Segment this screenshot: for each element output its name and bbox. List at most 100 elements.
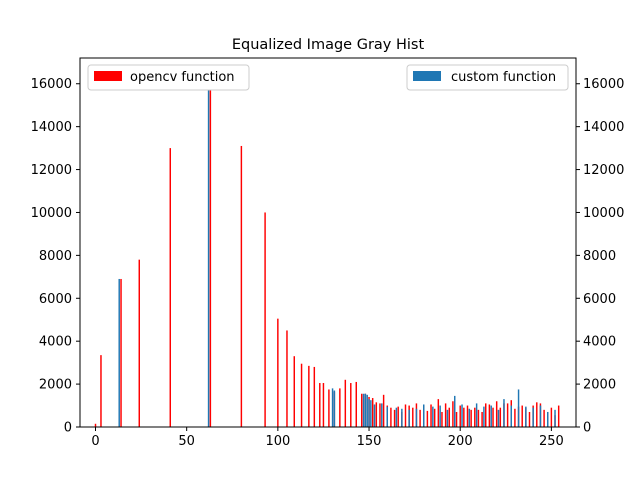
custom-bar — [362, 393, 365, 427]
custom-bar — [475, 403, 478, 427]
custom-bar — [468, 408, 471, 427]
y-tick-label-right: 14000 — [583, 120, 624, 135]
opencv-bar — [557, 405, 560, 427]
y-tick-label-left: 12000 — [31, 163, 72, 178]
y-tick-label-left: 4000 — [39, 335, 72, 350]
opencv-bar — [437, 399, 440, 427]
opencv-bar — [444, 403, 447, 427]
legend-opencv-swatch — [94, 71, 122, 81]
y-tick-label-left: 16000 — [31, 77, 72, 92]
opencv-bar — [344, 379, 347, 427]
chart-title: Equalized Image Gray Hist — [232, 37, 425, 53]
x-tick-label: 150 — [357, 434, 382, 449]
legend-opencv-box — [87, 64, 250, 91]
legend-custom-swatch — [413, 71, 441, 81]
custom-bar — [525, 406, 527, 427]
opencv-bar — [240, 145, 243, 427]
opencv-bar — [481, 411, 483, 427]
y-tick-label-right: 10000 — [583, 206, 624, 221]
y-tick-label-left: 10000 — [31, 206, 72, 221]
opencv-bar — [412, 407, 414, 427]
opencv-bar — [397, 406, 399, 427]
opencv-bar — [169, 148, 171, 427]
opencv-bar — [308, 365, 310, 427]
custom-bar — [207, 90, 210, 428]
custom-bar — [366, 394, 368, 427]
opencv-bar — [319, 383, 321, 427]
opencv-bar — [293, 356, 295, 427]
opencv-bar — [375, 402, 378, 427]
right-y-axis-ticks: 0 2000 4000 6000 8000 10000 12000 14000 16000 — [576, 77, 624, 436]
opencv-bar — [485, 403, 487, 427]
legend-opencv-label: opencv function — [130, 70, 235, 85]
custom-bar — [547, 411, 549, 427]
custom-bar — [395, 407, 398, 427]
custom-bar — [364, 393, 367, 427]
opencv-bar — [543, 409, 545, 427]
custom-bar — [539, 405, 542, 427]
custom-bar — [439, 405, 441, 427]
custom-bar — [490, 405, 492, 427]
custom-bar — [333, 390, 336, 427]
opencv-bar — [371, 398, 374, 427]
opencv-bar — [470, 409, 472, 427]
custom-bar — [554, 409, 556, 427]
custom-bar — [381, 403, 383, 427]
custom-bar — [454, 395, 456, 427]
custom-bar — [446, 409, 449, 427]
opencv-bar — [339, 388, 341, 427]
opencv-bar — [455, 411, 458, 427]
y-tick-label-left: 0 — [64, 421, 72, 436]
x-tick-label: 50 — [178, 434, 195, 449]
opencv-bar — [452, 401, 454, 427]
custom-bar — [370, 400, 372, 427]
opencv-bar — [466, 405, 469, 427]
x-tick-label: 200 — [448, 434, 473, 449]
opencv-bar — [433, 408, 436, 427]
legend-custom-label: custom function — [451, 70, 556, 85]
y-tick-label-left: 6000 — [39, 292, 72, 307]
x-tick-label: 250 — [539, 434, 564, 449]
custom-bar — [532, 407, 534, 427]
opencv-bar — [495, 401, 498, 427]
opencv-bar — [426, 410, 429, 427]
opencv-bar — [550, 407, 553, 427]
opencv-bar — [390, 407, 392, 427]
custom-bar — [510, 405, 512, 427]
opencv-bar — [528, 411, 531, 427]
legend-custom-box — [406, 64, 569, 91]
custom-bar — [423, 404, 425, 427]
x-tick-label: 0 — [91, 434, 99, 449]
custom-bar — [461, 404, 463, 427]
x-tick-label: 100 — [265, 434, 290, 449]
left-y-axis-ticks: 0 2000 4000 6000 8000 10000 12000 14000 16000 — [31, 77, 80, 436]
opencv-bar — [138, 259, 140, 427]
opencv-bar — [499, 407, 502, 427]
plot-area-border — [79, 57, 577, 428]
opencv-bar — [492, 407, 494, 427]
custom-bar — [408, 409, 410, 427]
custom-bar — [503, 399, 505, 427]
opencv-bar — [514, 408, 516, 427]
custom-bar-series — [118, 90, 556, 428]
opencv-bar — [120, 278, 122, 427]
opencv-bar — [404, 404, 407, 427]
y-tick-label-right: 4000 — [583, 335, 616, 350]
opencv-bar — [379, 403, 381, 427]
opencv-bar — [536, 402, 538, 427]
opencv-bar — [355, 381, 357, 427]
legend-opencv: opencv function — [87, 64, 250, 91]
y-tick-label-left: 8000 — [39, 249, 72, 264]
opencv-bar — [393, 409, 396, 427]
custom-bar — [401, 408, 403, 427]
custom-bar — [483, 406, 485, 427]
y-tick-label-right: 0 — [583, 421, 591, 436]
custom-bar — [373, 404, 376, 427]
custom-bar — [118, 278, 120, 427]
opencv-bar — [277, 318, 279, 427]
opencv-bar — [419, 409, 421, 427]
opencv-bar — [361, 393, 363, 427]
opencv-bar — [286, 330, 288, 427]
y-tick-label-right: 6000 — [583, 292, 616, 307]
